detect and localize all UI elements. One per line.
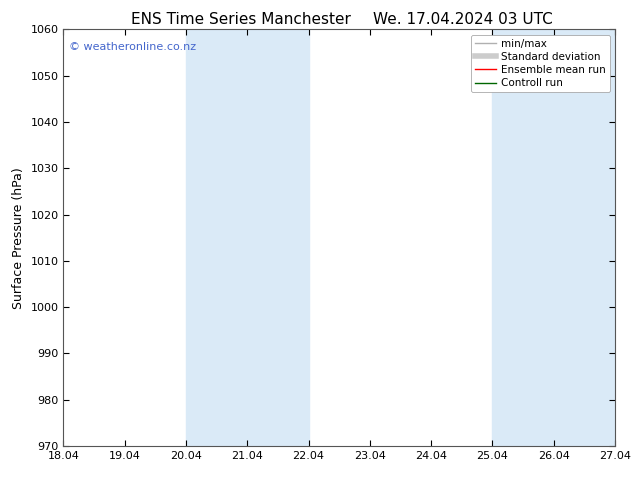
Text: We. 17.04.2024 03 UTC: We. 17.04.2024 03 UTC — [373, 12, 553, 27]
Text: ENS Time Series Manchester: ENS Time Series Manchester — [131, 12, 351, 27]
Legend: min/max, Standard deviation, Ensemble mean run, Controll run: min/max, Standard deviation, Ensemble me… — [470, 35, 610, 92]
Bar — [493, 29, 615, 446]
Bar — [186, 29, 309, 446]
Text: © weatheronline.co.nz: © weatheronline.co.nz — [69, 42, 196, 52]
Y-axis label: Surface Pressure (hPa): Surface Pressure (hPa) — [12, 167, 25, 309]
